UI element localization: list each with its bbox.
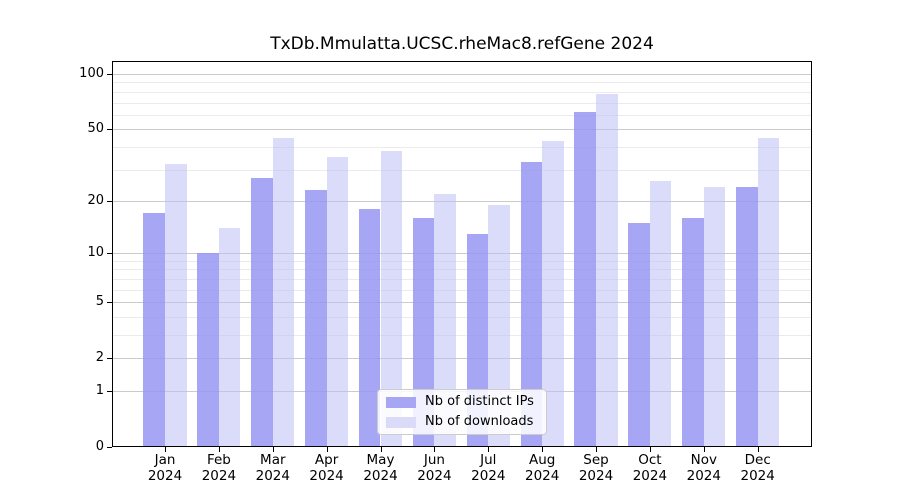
y-tick-label-50: 50 [87, 121, 104, 137]
x-tick-sep [596, 447, 597, 452]
legend-entry-downloads: Nb of downloads [386, 413, 538, 431]
gridline-minor-8 [112, 269, 812, 271]
y-tick-100 [107, 74, 112, 75]
legend-label-distinct-ips: Nb of distinct IPs [425, 394, 534, 409]
x-tick-may [380, 447, 382, 452]
x-tick-label-jun-2024: Jun 2024 [417, 452, 452, 484]
gridline-50 [112, 129, 812, 131]
gridline-minor-4 [112, 316, 812, 318]
x-tick-label-sep-2024: Sep 2024 [578, 452, 614, 484]
gridline-minor-80 [112, 91, 812, 93]
x-tick-label-apr-2024: Apr 2024 [309, 452, 344, 484]
gridline-minor-9 [112, 260, 812, 262]
y-tick-2 [107, 358, 112, 360]
gridline-minor-70 [112, 102, 812, 104]
x-tick-jul [488, 447, 490, 452]
bar-nb-of-downloads-jan [165, 164, 187, 447]
y-tick-1 [107, 391, 112, 392]
plot-area: Jan 2024 Feb 2024 Mar 2024 Apr 2024 May 2024 Jun 20… [79, 61, 812, 484]
y-tick-label-0: 0 [95, 439, 104, 454]
x-tick-nov [703, 447, 705, 452]
legend-entry-distinct-ips: Nb of distinct IPs [386, 393, 538, 411]
bar-nb-of-distinct-ips-feb [197, 253, 219, 447]
x-tick-label-mar-2024: Mar 2024 [255, 452, 290, 484]
chart-title: TxDb.Mmulatta.UCSC.rheMac8.refGene 2024 [270, 34, 654, 54]
legend-swatch-distinct-ips [386, 396, 416, 408]
legend-label-downloads: Nb of downloads [425, 414, 534, 429]
y-tick-10 [107, 253, 112, 255]
y-tick-label-1: 1 [95, 383, 104, 398]
bar-nb-of-downloads-apr [326, 157, 349, 447]
x-tick-mar [272, 447, 274, 452]
x-tick-label-oct-2024: Oct 2024 [632, 452, 668, 484]
bar-nb-of-distinct-ips-dec [736, 186, 758, 447]
bar-nb-of-downloads-nov [703, 186, 726, 447]
y-tick-label-2: 2 [95, 350, 104, 366]
x-tick-oct [649, 447, 651, 452]
bar-nb-of-downloads-may [380, 150, 403, 447]
y-tick-0 [107, 447, 112, 448]
legend-swatch-downloads [386, 416, 416, 428]
bar-nb-of-downloads-oct [649, 180, 672, 447]
gridline-100 [112, 74, 812, 75]
gridline-minor-90 [112, 82, 812, 84]
x-tick-label-feb-2024: Feb 2024 [201, 452, 237, 484]
bar-nb-of-distinct-ips-oct [628, 222, 650, 447]
bar-nb-of-distinct-ips-mar [251, 177, 273, 447]
bar-nb-of-distinct-ips-may [358, 209, 381, 447]
gridline-minor-6 [112, 289, 812, 291]
x-tick-apr [326, 447, 328, 452]
y-tick-label-100: 100 [79, 66, 104, 81]
gridline-5 [112, 302, 812, 304]
y-tick-label-10: 10 [87, 245, 104, 261]
gridline-20 [112, 200, 812, 202]
gridline-10 [112, 253, 812, 255]
x-tick-jan [165, 447, 166, 452]
y-tick-label-5: 5 [95, 294, 104, 310]
y-tick-label-20: 20 [87, 192, 104, 208]
bar-nb-of-distinct-ips-jan [143, 213, 165, 447]
x-tick-feb [218, 447, 220, 452]
y-tick-50 [107, 129, 112, 131]
gridline-minor-30 [112, 169, 812, 171]
bar-nb-of-downloads-aug [542, 141, 564, 447]
x-tick-label-nov-2024: Nov 2024 [686, 452, 721, 484]
gridline-minor-60 [112, 114, 812, 116]
x-tick-label-may-2024: May 2024 [363, 452, 398, 484]
bar-nb-of-distinct-ips-apr [305, 190, 327, 447]
gridline-2 [112, 358, 812, 360]
x-tick-dec [757, 447, 759, 452]
gridline-minor-40 [112, 146, 812, 148]
legend: Nb of distinct IPs Nb of downloads [377, 389, 547, 435]
x-tick-label-dec-2024: Dec 2024 [740, 452, 775, 484]
x-tick-label-aug-2024: Aug 2024 [525, 452, 560, 484]
bar-nb-of-distinct-ips-sep [574, 112, 596, 447]
bar-nb-of-downloads-dec [757, 137, 780, 447]
bar-nb-of-downloads-jul [488, 204, 510, 447]
x-tick-aug [542, 447, 544, 452]
gridline-minor-7 [112, 278, 812, 280]
x-tick-label-jan-2024: Jan 2024 [147, 452, 183, 484]
bar-nb-of-distinct-ips-nov [682, 218, 704, 447]
bar-nb-of-distinct-ips-aug [520, 162, 543, 447]
x-tick-label-jul-2024: Jul 2024 [471, 452, 506, 484]
bar-nb-of-downloads-jun [434, 193, 456, 447]
gridline-minor-3 [112, 335, 812, 336]
x-tick-jun [434, 447, 436, 452]
bar-nb-of-downloads-sep [596, 93, 618, 447]
y-tick-20 [107, 200, 112, 202]
bar-nb-of-downloads-mar [272, 137, 295, 447]
bar-nb-of-downloads-feb [218, 228, 241, 447]
y-tick-5 [107, 302, 112, 304]
